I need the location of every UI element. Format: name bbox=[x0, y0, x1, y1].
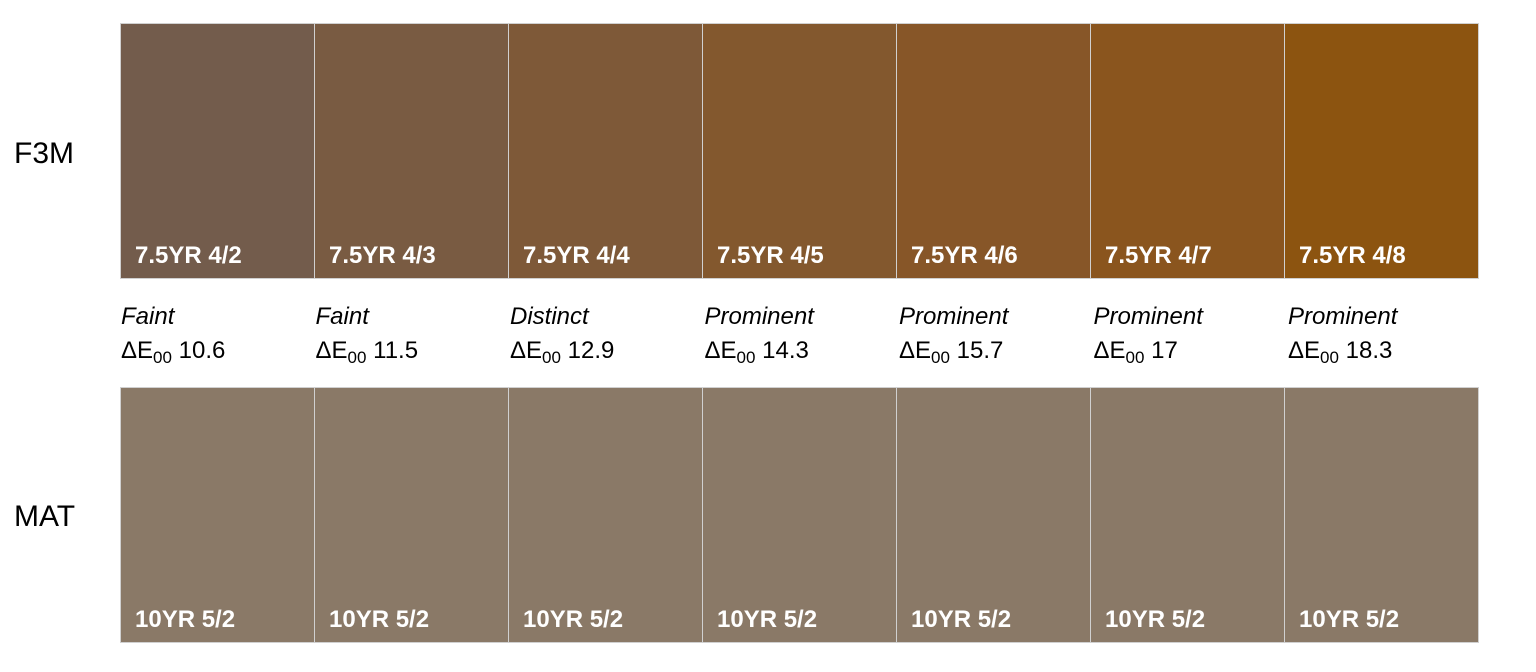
color-swatch: 10YR 5/2 bbox=[703, 388, 896, 642]
color-swatch: 10YR 5/2 bbox=[897, 388, 1090, 642]
delta-e-subscript: 00 bbox=[153, 348, 172, 367]
munsell-code: 7.5YR 4/3 bbox=[329, 242, 436, 269]
munsell-code: 10YR 5/2 bbox=[1105, 606, 1206, 633]
delta-e-number: 18.3 bbox=[1345, 337, 1393, 364]
color-swatch: 7.5YR 4/2 bbox=[121, 24, 314, 278]
munsell-code: 10YR 5/2 bbox=[911, 606, 1012, 633]
delta-e-number: 10.6 bbox=[178, 337, 226, 364]
delta-e-symbol: ΔE bbox=[121, 337, 154, 364]
munsell-code: 10YR 5/2 bbox=[1299, 606, 1400, 633]
delta-e-value: ΔE00 14.3 bbox=[705, 334, 900, 368]
delta-e-subscript: 00 bbox=[931, 348, 950, 367]
color-swatch: 10YR 5/2 bbox=[509, 388, 702, 642]
swatch-row-f3m: 7.5YR 4/2 7.5YR 4/3 7.5YR 4/4 7.5YR 4/5 7.5Y… bbox=[120, 23, 1479, 279]
munsell-code: 7.5YR 4/7 bbox=[1105, 242, 1212, 269]
row-label-mat: MAT bbox=[14, 500, 76, 533]
delta-e-subscript: 00 bbox=[736, 348, 756, 367]
contrast-rating: Prominent bbox=[899, 303, 1009, 330]
delta-e-subscript: 00 bbox=[542, 348, 561, 367]
delta-e-number: 11.5 bbox=[373, 337, 419, 364]
color-swatch: 7.5YR 4/6 bbox=[897, 24, 1090, 278]
delta-e-symbol: ΔE bbox=[315, 337, 348, 364]
color-swatch: 10YR 5/2 bbox=[121, 388, 314, 642]
munsell-code: 10YR 5/2 bbox=[329, 606, 430, 633]
color-swatch: 7.5YR 4/4 bbox=[509, 24, 702, 278]
color-swatch: 7.5YR 4/3 bbox=[315, 24, 508, 278]
delta-e-value: ΔE00 17 bbox=[1094, 334, 1289, 368]
color-swatch: 10YR 5/2 bbox=[315, 388, 508, 642]
swatch-row-mat: 10YR 5/2 10YR 5/2 10YR 5/2 10YR 5/2 10YR 5/2… bbox=[120, 387, 1479, 643]
delta-e-value: ΔE00 15.7 bbox=[899, 334, 1094, 368]
delta-e-value: ΔE00 18.3 bbox=[1288, 334, 1483, 368]
delta-e-number: 17 bbox=[1151, 337, 1178, 364]
delta-e-symbol: ΔE bbox=[899, 337, 932, 364]
munsell-code: 7.5YR 4/6 bbox=[911, 242, 1018, 269]
color-swatch: 7.5YR 4/8 bbox=[1285, 24, 1478, 278]
delta-e-subscript: 00 bbox=[1125, 348, 1145, 367]
munsell-code: 10YR 5/2 bbox=[135, 606, 236, 633]
comparison-note: Faint ΔE00 10.6 bbox=[121, 300, 316, 368]
munsell-code: 10YR 5/2 bbox=[717, 606, 818, 633]
contrast-rating: Distinct bbox=[510, 303, 589, 330]
delta-e-subscript: 00 bbox=[347, 348, 367, 367]
comparison-row: Faint ΔE00 10.6 Faint ΔE00 11.5 Distinct ΔE00… bbox=[121, 300, 1483, 368]
delta-e-value: ΔE00 11.5 bbox=[316, 334, 511, 368]
row-label-f3m: F3M bbox=[14, 137, 74, 170]
contrast-rating: Prominent bbox=[1288, 303, 1398, 330]
delta-e-number: 14.3 bbox=[762, 337, 809, 364]
munsell-code: 7.5YR 4/5 bbox=[717, 242, 824, 269]
delta-e-symbol: ΔE bbox=[1288, 337, 1321, 364]
color-swatch: 7.5YR 4/5 bbox=[703, 24, 896, 278]
delta-e-value: ΔE00 10.6 bbox=[121, 334, 316, 368]
comparison-note: Prominent ΔE00 15.7 bbox=[899, 300, 1094, 368]
comparison-note: Prominent ΔE00 18.3 bbox=[1288, 300, 1483, 368]
color-swatch: 10YR 5/2 bbox=[1091, 388, 1284, 642]
delta-e-number: 12.9 bbox=[567, 337, 615, 364]
munsell-code: 10YR 5/2 bbox=[523, 606, 624, 633]
comparison-note: Faint ΔE00 11.5 bbox=[316, 300, 511, 368]
contrast-rating: Faint bbox=[121, 303, 175, 330]
comparison-note: Prominent ΔE00 17 bbox=[1094, 300, 1289, 368]
color-swatch: 10YR 5/2 bbox=[1285, 388, 1478, 642]
contrast-rating: Faint bbox=[315, 303, 369, 330]
munsell-code: 7.5YR 4/8 bbox=[1299, 242, 1406, 269]
color-swatch: 7.5YR 4/7 bbox=[1091, 24, 1284, 278]
munsell-code: 7.5YR 4/4 bbox=[523, 242, 630, 269]
munsell-code: 7.5YR 4/2 bbox=[135, 242, 242, 269]
comparison-note: Prominent ΔE00 14.3 bbox=[705, 300, 900, 368]
contrast-rating: Prominent bbox=[1093, 303, 1203, 330]
delta-e-subscript: 00 bbox=[1320, 348, 1339, 367]
comparison-note: Distinct ΔE00 12.9 bbox=[510, 300, 705, 368]
contrast-rating: Prominent bbox=[704, 303, 814, 330]
delta-e-symbol: ΔE bbox=[510, 337, 543, 364]
delta-e-symbol: ΔE bbox=[1093, 337, 1126, 364]
delta-e-symbol: ΔE bbox=[704, 337, 737, 364]
delta-e-value: ΔE00 12.9 bbox=[510, 334, 705, 368]
delta-e-number: 15.7 bbox=[956, 337, 1004, 364]
